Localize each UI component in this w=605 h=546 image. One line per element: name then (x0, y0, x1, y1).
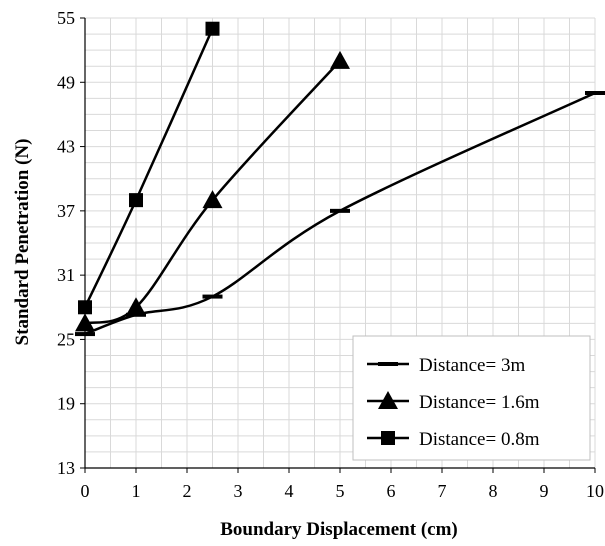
x-tick-label: 0 (81, 481, 90, 501)
x-tick-label: 3 (234, 481, 243, 501)
data-point-triangle (330, 50, 350, 69)
legend-marker-dash (378, 362, 398, 366)
x-tick-label: 9 (540, 481, 549, 501)
data-point-triangle (202, 190, 223, 209)
x-tick-label: 5 (336, 481, 345, 501)
data-point-square (129, 193, 143, 208)
legend-label: Distance= 3m (419, 355, 525, 376)
x-tick-label: 1 (132, 481, 141, 501)
legend-marker-square (381, 431, 395, 445)
x-tick-label: 8 (489, 481, 498, 501)
series-group (75, 21, 605, 337)
legend-label: Distance= 1.6m (419, 392, 540, 413)
data-point-triangle (75, 313, 95, 332)
y-tick-label: 19 (57, 394, 75, 414)
y-tick-label: 49 (57, 72, 75, 92)
data-point-dash (202, 294, 223, 299)
data-point-square (78, 300, 92, 315)
data-point-dash (330, 208, 350, 213)
y-tick-label: 55 (57, 8, 75, 28)
y-tick-label: 37 (57, 201, 75, 221)
x-tick-label: 6 (387, 481, 396, 501)
data-point-dash (75, 332, 95, 337)
x-tick-label: 10 (586, 481, 604, 501)
y-tick-label: 25 (57, 329, 75, 349)
x-tick-label: 4 (285, 481, 294, 501)
legend: Distance= 3m Distance= 1.6m Distance= 0.8m (352, 335, 591, 461)
x-axis-title: Boundary Displacement (cm) (220, 519, 457, 540)
y-tick-label: 31 (57, 265, 75, 285)
y-axis-ticks: 13 19 25 31 37 43 49 55 (57, 8, 85, 478)
data-point-square (205, 21, 220, 36)
y-axis-title: Standard Penetration (N) (12, 139, 33, 346)
y-tick-label: 43 (57, 137, 75, 157)
data-point-dash (585, 91, 605, 95)
x-tick-label: 7 (438, 481, 447, 501)
legend-marker-triangle (378, 391, 398, 409)
series-line-2 (83, 28, 214, 308)
series-line-1 (84, 60, 341, 325)
y-tick-label: 13 (57, 458, 75, 478)
data-point-triangle (126, 297, 146, 316)
legend-label: Distance= 0.8m (419, 429, 540, 450)
x-axis-ticks: 0 1 2 3 4 5 6 7 8 9 10 (81, 468, 604, 501)
x-tick-label: 2 (183, 481, 192, 501)
